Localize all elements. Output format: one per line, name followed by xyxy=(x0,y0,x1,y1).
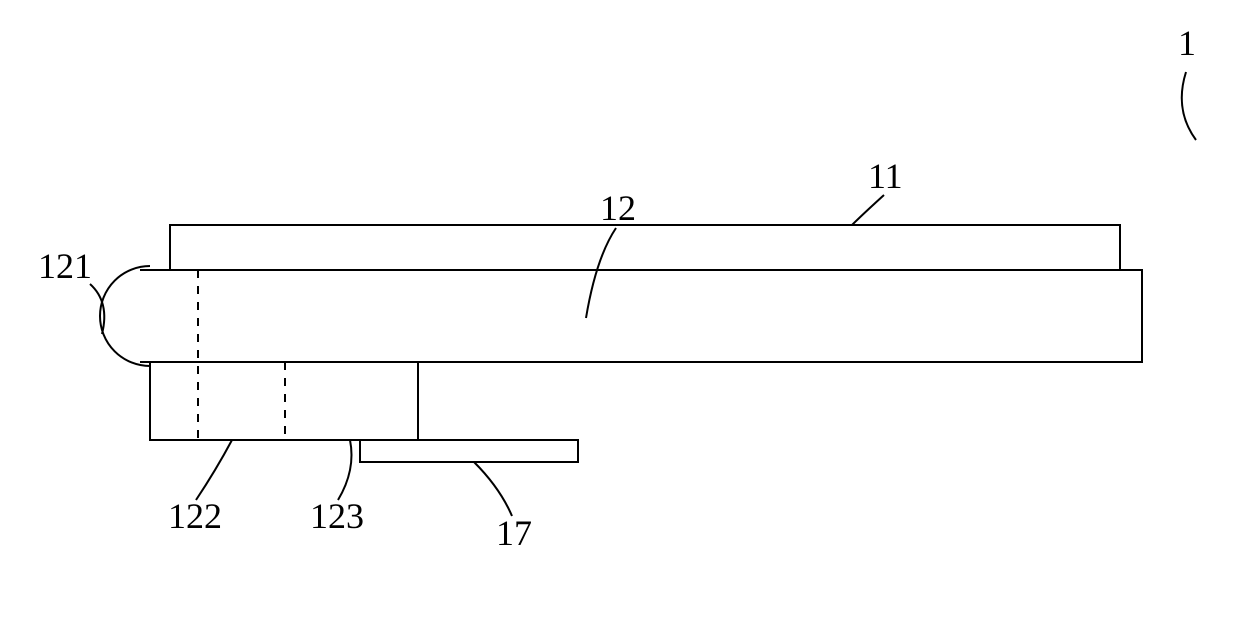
leader-123 xyxy=(338,440,352,500)
label-11: 11 xyxy=(868,156,903,196)
leader-11 xyxy=(852,195,884,225)
part-17 xyxy=(360,440,578,462)
part-11 xyxy=(170,225,1120,270)
label-1: 1 xyxy=(1178,23,1196,63)
label-121: 121 xyxy=(38,246,92,286)
leader-17 xyxy=(474,462,512,516)
leader-1 xyxy=(1182,72,1196,140)
label-12: 12 xyxy=(600,188,636,228)
label-122: 122 xyxy=(168,496,222,536)
part-12 xyxy=(140,270,1142,362)
technical-diagram: 1111217121122123 xyxy=(0,0,1240,637)
leader-121 xyxy=(90,284,104,334)
leader-122 xyxy=(196,440,232,500)
label-17: 17 xyxy=(496,513,532,553)
leader-12 xyxy=(586,228,616,318)
part-121-arc xyxy=(100,266,150,366)
label-123: 123 xyxy=(310,496,364,536)
